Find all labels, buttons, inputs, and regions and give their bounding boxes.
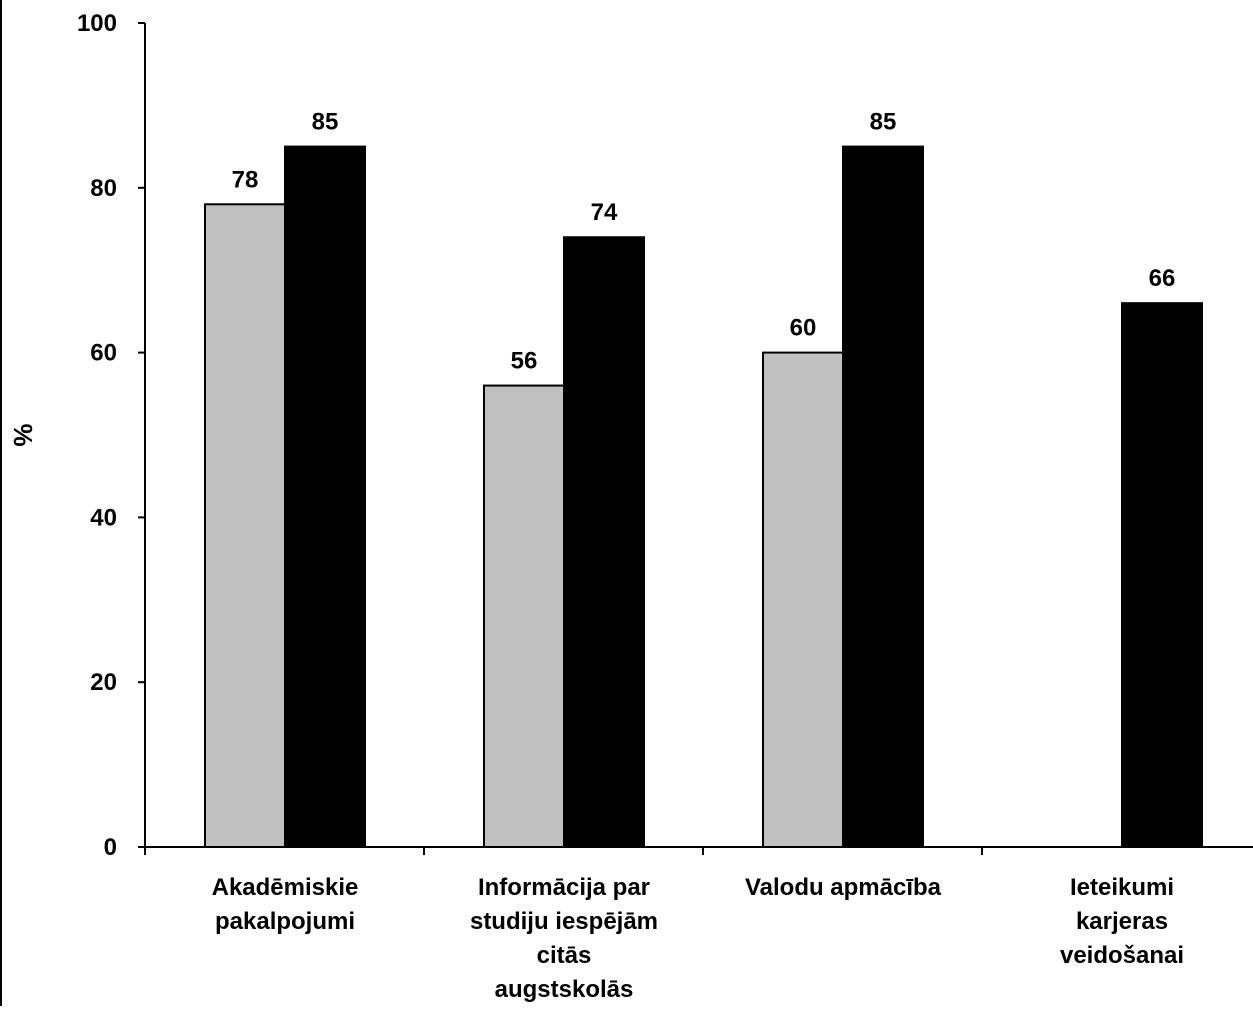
bar-s0-c2	[762, 351, 844, 848]
bar-s1-c0	[284, 145, 366, 849]
labels-layer: 78 85 56 74 60 85 66 0 20 40 60 80 100 Akadēmiskie pak…	[8, 10, 1184, 1003]
data-label-s0-c0: 78	[232, 166, 259, 193]
data-label-s1-c3: 66	[1149, 265, 1176, 292]
y-tick-label-1: 20	[90, 669, 117, 696]
y-tick-label-3: 60	[90, 340, 117, 367]
x-tick-label-1: Informācija par studiju iespējām citās augs…	[470, 874, 658, 1003]
y-tick-label-4: 80	[90, 175, 117, 202]
y-tick-label-2: 40	[90, 504, 117, 531]
bar-s0-c1	[483, 384, 565, 848]
y-tick-label-0: 0	[104, 834, 117, 861]
bars-layer	[204, 145, 1203, 849]
x-tick-label-0: Akadēmiskie pakalpojumi	[212, 874, 359, 935]
x-tick-label-3: Ieteikumi karjeras veidošanai	[1060, 874, 1184, 969]
data-label-s1-c2: 85	[870, 109, 897, 136]
y-axis-label: %	[8, 423, 38, 446]
data-label-s0-c1: 56	[511, 348, 538, 375]
axes-layer	[138, 22, 1253, 855]
data-label-s1-c0: 85	[312, 109, 339, 136]
frame-left-border	[0, 0, 2, 1006]
y-tick-label-5: 100	[77, 10, 117, 37]
data-label-s0-c2: 60	[790, 315, 817, 342]
data-label-s1-c1: 74	[591, 199, 618, 226]
bar-s1-c2	[842, 145, 924, 849]
bar-s0-c0	[204, 203, 286, 848]
bar-s1-c1	[563, 236, 645, 849]
x-tick-label-2: Valodu apmācība	[745, 874, 942, 901]
bar-s1-c3	[1121, 302, 1203, 849]
